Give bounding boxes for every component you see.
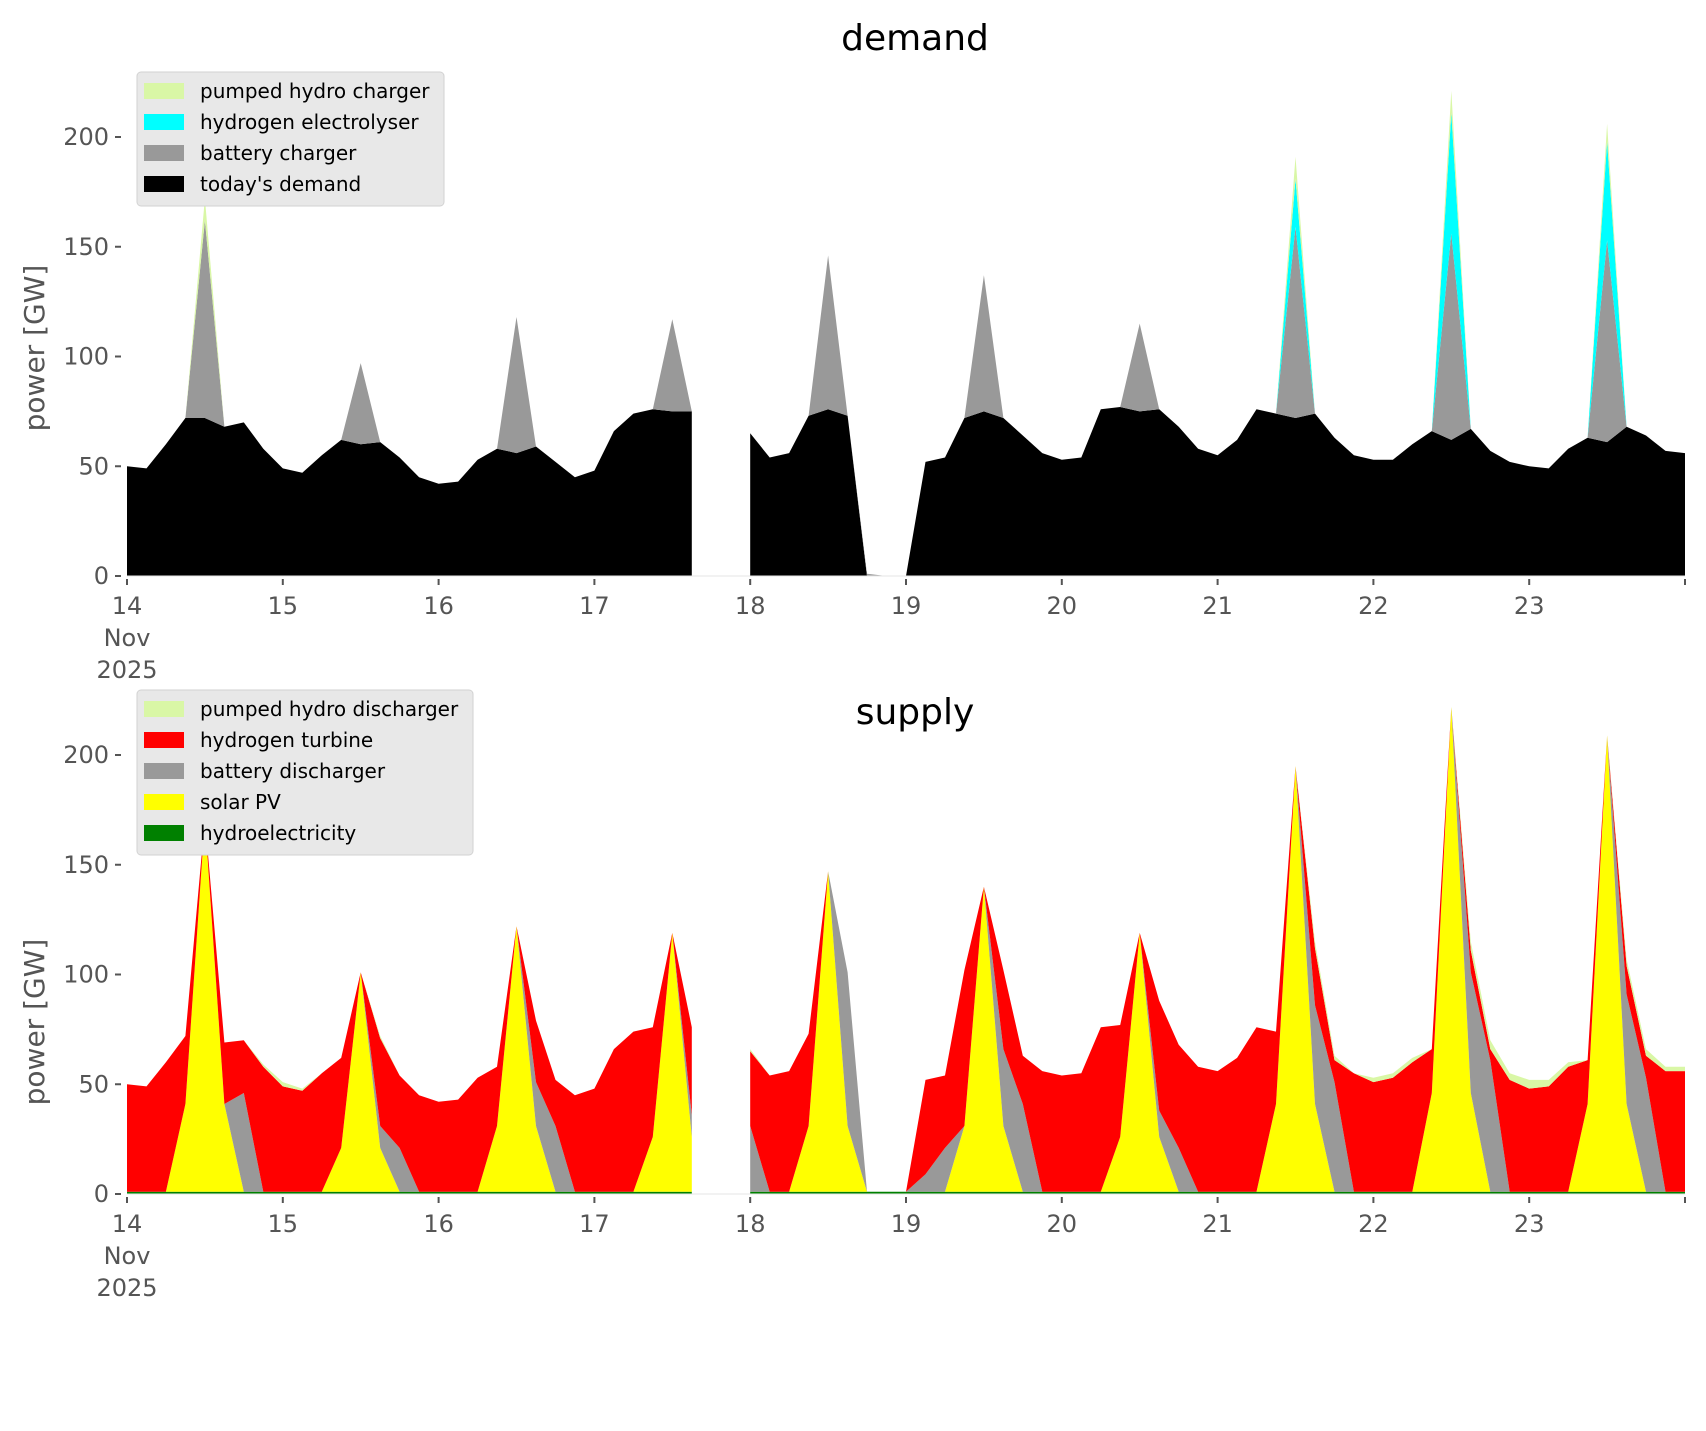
y-tick-label: 0 <box>94 562 109 590</box>
x-tick-label: Nov <box>104 1242 151 1270</box>
legend: pumped hydro charger hydrogen electrolyse… <box>136 71 445 207</box>
area-solar-pv <box>750 706 1685 1192</box>
x-tick-label: 17 <box>579 1210 610 1238</box>
area-solar-pv <box>127 818 692 1192</box>
x-tick-label: 15 <box>268 1210 299 1238</box>
x-tick-label: 22 <box>1358 592 1389 620</box>
x-tick-label: 20 <box>1047 592 1078 620</box>
x-tick-label: 2025 <box>96 656 157 684</box>
y-tick-label: 200 <box>63 123 109 151</box>
legend-label-today-s-demand: today's demand <box>200 172 361 196</box>
legend-swatch-hydrogen-turbine <box>144 732 184 748</box>
y-tick-label: 150 <box>63 851 109 879</box>
x-tick-label: 23 <box>1514 1210 1545 1238</box>
axes: 0 50 100 150 200 14 Nov 2025 15 16 17 18 19 20 21 22 23 <box>63 123 1686 684</box>
area-hydrogen-electrolyser <box>750 112 1685 577</box>
legend-label-hydrogen-turbine: hydrogen turbine <box>200 728 373 752</box>
x-tick-label: 20 <box>1047 1210 1078 1238</box>
legend-swatch-battery-charger <box>144 145 184 161</box>
x-tick-label: 19 <box>891 592 922 620</box>
area-battery-charger <box>750 227 1685 576</box>
y-tick-label: 50 <box>78 1070 109 1098</box>
supply-chart: supply power [GW] 0 50 100 150 200 14 Nov 2025 1… <box>18 689 1686 1302</box>
demand-chart: demand power [GW] 0 50 100 150 200 14 Nov 2025 1… <box>18 18 1686 684</box>
y-tick-label: 100 <box>63 343 109 371</box>
y-axis-label: power [GW] <box>18 939 51 1106</box>
area-today-s-demand <box>127 409 692 576</box>
legend-swatch-battery-discharger <box>144 763 184 779</box>
x-tick-label: 18 <box>735 592 766 620</box>
legend-box <box>136 689 474 856</box>
y-tick-label: 150 <box>63 233 109 261</box>
x-tick-label: 19 <box>891 1210 922 1238</box>
legend-label-hydrogen-electrolyser: hydrogen electrolyser <box>200 110 419 134</box>
x-tick-label: 23 <box>1514 592 1545 620</box>
area-layers <box>127 706 1685 1194</box>
legend-box <box>136 71 445 207</box>
y-tick-label: 0 <box>94 1180 109 1208</box>
legend-swatch-pumped-hydro-charger <box>144 83 184 99</box>
x-tick-label: Nov <box>104 624 151 652</box>
x-tick-label: 14 <box>112 592 143 620</box>
y-tick-label: 200 <box>63 741 109 769</box>
x-tick-label: 16 <box>423 1210 454 1238</box>
area-hydrogen-turbine <box>750 706 1685 1192</box>
chart-title: demand <box>841 18 989 59</box>
y-tick-label: 100 <box>63 961 109 989</box>
legend-swatch-hydrogen-electrolyser <box>144 114 184 130</box>
legend-swatch-today-s-demand <box>144 176 184 192</box>
area-layers <box>127 90 1685 577</box>
legend-label-battery-discharger: battery discharger <box>200 759 386 783</box>
x-tick-label: 14 <box>112 1210 143 1238</box>
legend-label-battery-charger: battery charger <box>200 141 357 165</box>
y-tick-label: 50 <box>78 452 109 480</box>
legend: pumped hydro discharger hydrogen turbine b… <box>136 689 474 856</box>
legend-swatch-solar-pv <box>144 794 184 810</box>
area-hydrogen-turbine <box>127 818 692 1192</box>
axes: 0 50 100 150 200 14 Nov 2025 15 16 17 18 19 20 21 22 23 <box>63 741 1686 1302</box>
x-tick-label: 21 <box>1202 1210 1233 1238</box>
area-hydroelectricity <box>127 1191 692 1194</box>
x-tick-label: 16 <box>423 592 454 620</box>
x-tick-label: 18 <box>735 1210 766 1238</box>
legend-label-hydroelectricity: hydroelectricity <box>200 821 356 845</box>
y-axis-label: power [GW] <box>18 265 51 432</box>
chart-title: supply <box>856 692 975 733</box>
x-tick-label: 2025 <box>96 1274 157 1302</box>
x-tick-label: 22 <box>1358 1210 1389 1238</box>
x-tick-label: 17 <box>579 592 610 620</box>
x-tick-label: 15 <box>268 592 299 620</box>
legend-swatch-hydroelectricity <box>144 825 184 841</box>
area-today-s-demand <box>750 407 1685 576</box>
x-tick-label: 21 <box>1202 592 1233 620</box>
legend-label-solar-pv: solar PV <box>200 790 281 814</box>
legend-label-pumped-hydro-charger: pumped hydro charger <box>200 79 430 103</box>
legend-label-pumped-hydro-discharger: pumped hydro discharger <box>200 697 459 721</box>
area-hydroelectricity <box>750 1191 1685 1194</box>
legend-swatch-pumped-hydro-discharger <box>144 701 184 717</box>
